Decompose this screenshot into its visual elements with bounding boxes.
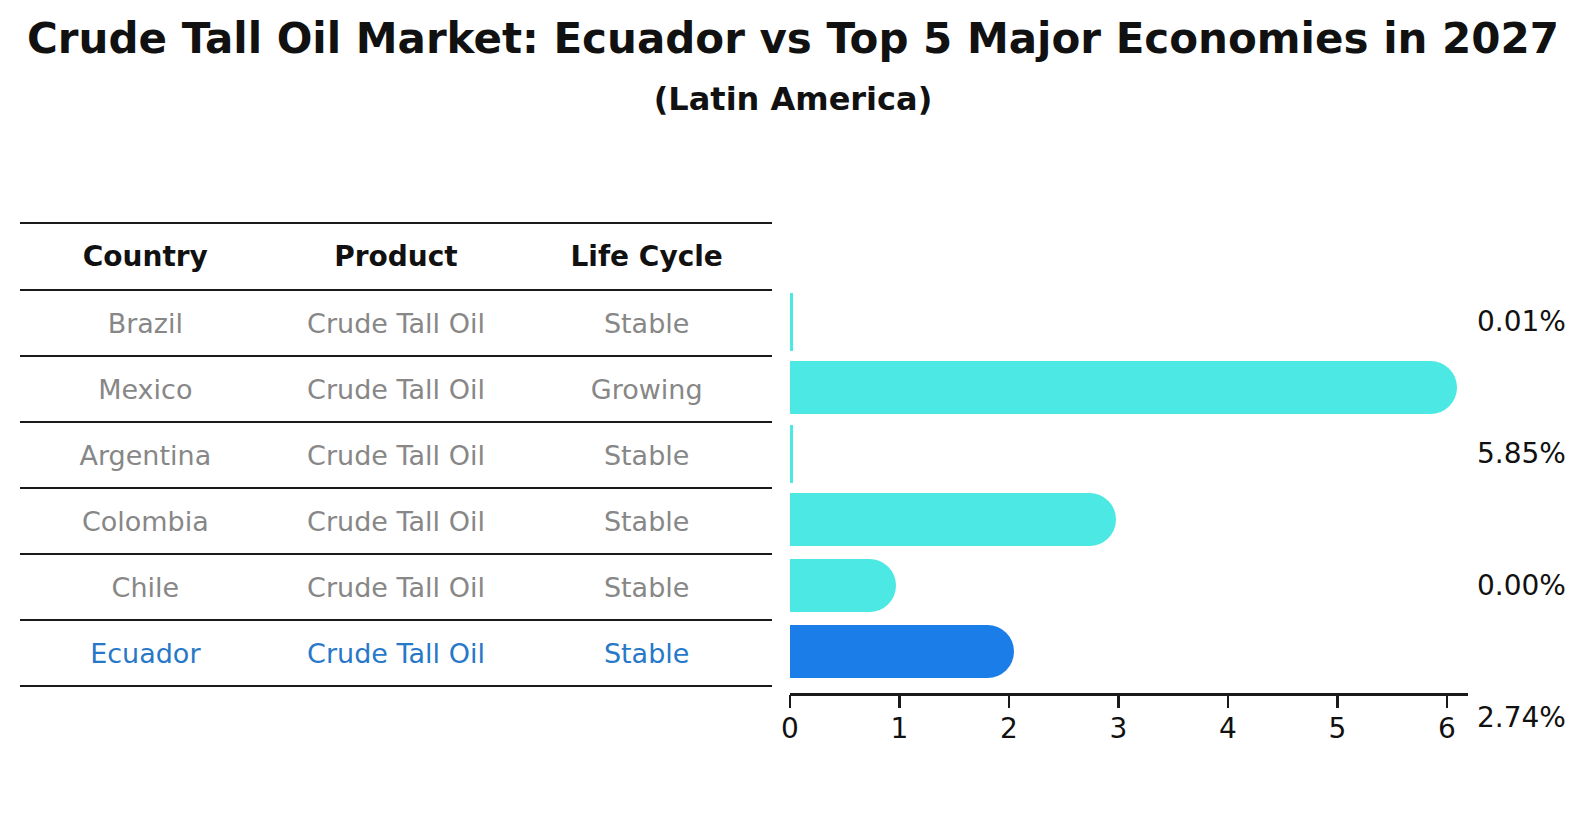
table-row: Ecuador Crude Tall Oil Stable xyxy=(20,619,772,685)
x-tick-label-3: 3 xyxy=(1089,712,1149,745)
cell-product: Crude Tall Oil xyxy=(271,506,522,537)
x-tick-mark-2 xyxy=(1008,695,1011,708)
cell-country: Ecuador xyxy=(20,638,271,669)
table-row: Colombia Crude Tall Oil Stable xyxy=(20,487,772,553)
bar-row-brazil: 0.01% xyxy=(790,289,1586,355)
bar-row-colombia: 2.74% xyxy=(790,487,1586,553)
chart-subtitle: (Latin America) xyxy=(0,80,1586,118)
cell-life-cycle: Stable xyxy=(521,572,772,603)
table-header-row: Country Product Life Cycle xyxy=(20,222,772,289)
x-tick-mark-3 xyxy=(1117,695,1120,708)
cell-product: Crude Tall Oil xyxy=(271,374,522,405)
x-tick-mark-4 xyxy=(1227,695,1230,708)
cell-country: Mexico xyxy=(20,374,271,405)
cell-product: Crude Tall Oil xyxy=(271,308,522,339)
bar-chile xyxy=(790,559,896,612)
table-row: Chile Crude Tall Oil Stable xyxy=(20,553,772,619)
bar-row-ecuador: 1.81% xyxy=(790,619,1586,685)
x-tick-label-4: 4 xyxy=(1198,712,1258,745)
bar-chart-plot-area: 0123456 0.01%5.85%0.00%2.74%0.73%1.81% xyxy=(790,289,1586,769)
figure: Crude Tall Oil Market: Ecuador vs Top 5 … xyxy=(0,0,1586,823)
bar-argentina xyxy=(790,425,793,483)
cell-life-cycle: Stable xyxy=(521,440,772,471)
cell-country: Chile xyxy=(20,572,271,603)
cell-life-cycle: Growing xyxy=(521,374,772,405)
cell-product: Crude Tall Oil xyxy=(271,440,522,471)
x-axis-line xyxy=(790,693,1468,696)
x-tick-label-1: 1 xyxy=(870,712,930,745)
value-label-brazil: 0.01% xyxy=(1477,289,1586,355)
cell-country: Colombia xyxy=(20,506,271,537)
bar-brazil xyxy=(790,293,793,351)
x-tick-label-6: 6 xyxy=(1417,712,1477,745)
header-life-cycle: Life Cycle xyxy=(521,240,772,273)
cell-country: Argentina xyxy=(20,440,271,471)
x-tick-mark-1 xyxy=(898,695,901,708)
bar-ecuador xyxy=(790,625,1014,678)
x-tick-label-5: 5 xyxy=(1308,712,1368,745)
bar-row-mexico: 5.85% xyxy=(790,355,1586,421)
cell-product: Crude Tall Oil xyxy=(271,638,522,669)
table-body: Brazil Crude Tall Oil Stable Mexico Crud… xyxy=(20,289,772,685)
bar-row-argentina: 0.00% xyxy=(790,421,1586,487)
x-tick-label-0: 0 xyxy=(760,712,820,745)
country-table: Country Product Life Cycle Brazil Crude … xyxy=(20,222,772,687)
header-product: Product xyxy=(271,240,522,273)
cell-life-cycle: Stable xyxy=(521,638,772,669)
cell-country: Brazil xyxy=(20,308,271,339)
x-tick-mark-0 xyxy=(789,695,792,708)
cell-life-cycle: Stable xyxy=(521,506,772,537)
chart-title: Crude Tall Oil Market: Ecuador vs Top 5 … xyxy=(0,14,1586,63)
x-tick-mark-6 xyxy=(1446,695,1449,708)
bar-row-chile: 0.73% xyxy=(790,553,1586,619)
table-row: Brazil Crude Tall Oil Stable xyxy=(20,289,772,355)
x-tick-mark-5 xyxy=(1336,695,1339,708)
bar-mexico xyxy=(790,361,1457,414)
cell-product: Crude Tall Oil xyxy=(271,572,522,603)
table-row: Argentina Crude Tall Oil Stable xyxy=(20,421,772,487)
bar-colombia xyxy=(790,493,1116,546)
value-label-colombia: 2.74% xyxy=(1477,685,1586,751)
header-country: Country xyxy=(20,240,271,273)
value-label-chile: 0.73% xyxy=(1477,817,1586,823)
x-tick-label-2: 2 xyxy=(979,712,1039,745)
table-row: Mexico Crude Tall Oil Growing xyxy=(20,355,772,421)
cell-life-cycle: Stable xyxy=(521,308,772,339)
